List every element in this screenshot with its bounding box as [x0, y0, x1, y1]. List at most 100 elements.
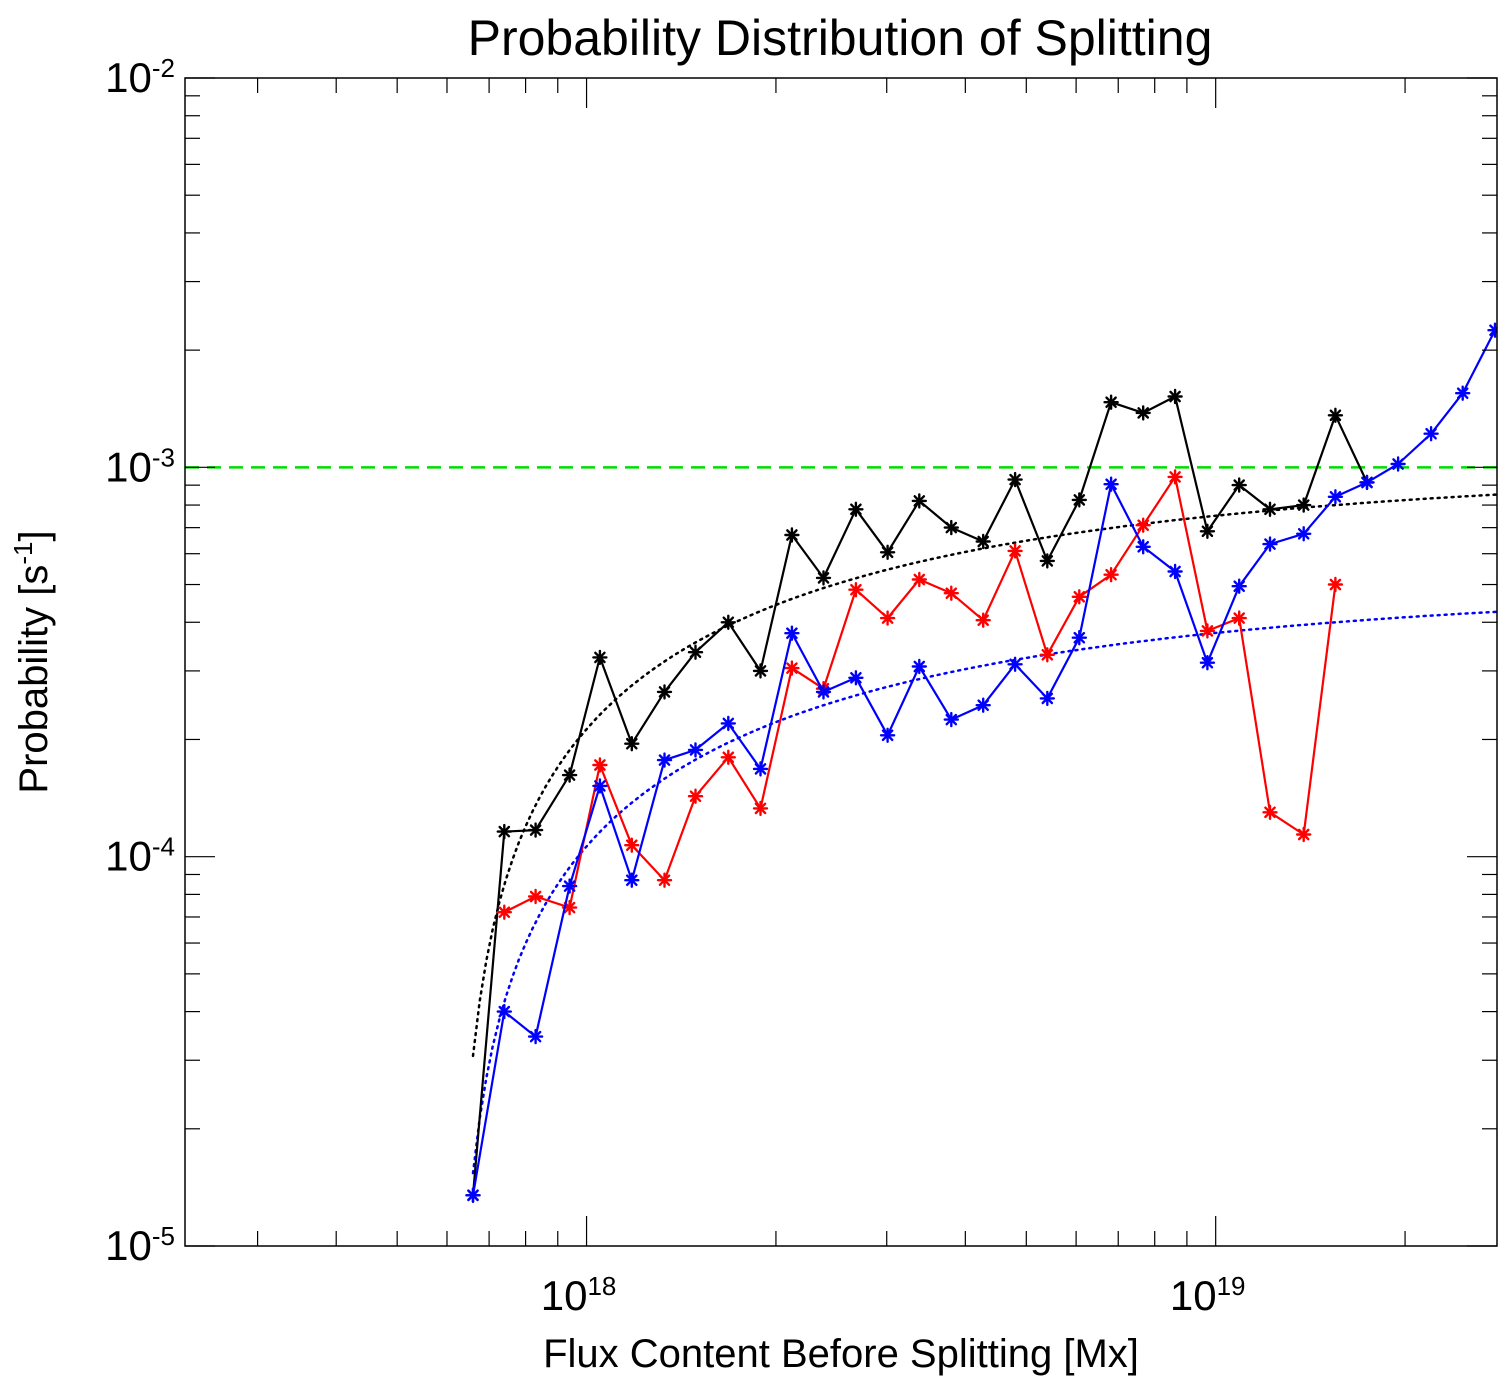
y-axis-label-superscript: -1 — [8, 542, 38, 565]
series-black — [465, 388, 1375, 1204]
axes: 1018 1019 10-2 10-3 10-4 10-5 — [105, 53, 1497, 1319]
series-red-point — [496, 904, 512, 920]
series-blue-point — [720, 715, 736, 732]
y-axis-label-base: Probability [s — [12, 565, 56, 794]
series-blue-point — [752, 761, 769, 777]
y-tick-label: 10-4 — [105, 832, 175, 880]
series-blue-point — [1423, 426, 1439, 442]
x-axis-label: Flux Content Before Splitting [Mx] — [543, 1332, 1139, 1376]
series-red-point — [784, 660, 800, 676]
series-blue-point — [911, 658, 927, 675]
series-black-point — [1327, 407, 1344, 423]
series-red-point — [1039, 647, 1056, 663]
series-black-point — [561, 767, 578, 783]
series-blue-point — [1295, 526, 1312, 542]
x-tick-label: 1019 — [1170, 1271, 1246, 1319]
series-red-point — [687, 788, 704, 804]
black-fit-curve — [471, 493, 1497, 1058]
series-blue-point — [815, 684, 832, 700]
series-blue-point — [975, 697, 991, 713]
series-black-point — [1295, 497, 1312, 513]
series-blue-point — [465, 1187, 481, 1204]
series-blue-point — [1071, 630, 1088, 646]
series-blue-point — [879, 727, 896, 743]
series-blue-point — [1454, 385, 1471, 401]
y-axis-label: Probability [s-1] — [8, 530, 56, 793]
series-black-point — [687, 644, 704, 660]
series-black-point — [527, 822, 544, 838]
chart-title: Probability Distribution of Splitting — [468, 10, 1213, 66]
y-tick-label: 10-5 — [105, 1221, 175, 1269]
series-red-point — [752, 800, 769, 817]
series-blue-point — [1487, 322, 1497, 338]
series-black-point — [975, 533, 991, 550]
series-blue-point — [561, 878, 578, 894]
series-black-point — [592, 649, 608, 666]
series-blue-point — [687, 742, 704, 758]
series-black-point — [720, 614, 736, 630]
series-black-point — [815, 570, 832, 586]
series-black-point — [1231, 477, 1247, 493]
series-red-point — [1327, 576, 1344, 593]
series-black-point — [656, 684, 673, 700]
series-black-point — [784, 527, 800, 543]
y-tick-label: 10-2 — [105, 53, 175, 101]
series-blue — [465, 322, 1497, 1204]
series-red-point — [1199, 623, 1216, 639]
series-red-point — [911, 571, 927, 588]
series-red-point — [975, 612, 991, 628]
series-blue-point — [496, 1003, 512, 1020]
series-blue-point — [848, 670, 864, 686]
series-black-point — [1007, 471, 1023, 488]
series-red-point — [592, 757, 608, 773]
series-red-point — [1071, 589, 1088, 605]
series-red-point — [1167, 469, 1183, 485]
series-black-point — [879, 544, 896, 560]
x-tick-label: 1018 — [541, 1271, 617, 1319]
series-blue-point — [624, 872, 640, 888]
series-black-point — [1103, 394, 1119, 410]
y-axis-label-suffix: ] — [12, 530, 56, 541]
y-tick-label: 10-3 — [105, 442, 175, 490]
series-red-point — [656, 872, 673, 888]
series-blue-point — [1007, 656, 1023, 672]
series-black-point — [848, 501, 864, 517]
series-blue-point — [1390, 456, 1406, 472]
series-black-point — [752, 663, 769, 679]
series-blue-point — [527, 1028, 544, 1045]
series-blue-point — [1167, 563, 1183, 580]
series-blue-point — [592, 778, 608, 794]
series-blue-point — [656, 752, 673, 768]
fit-curves — [471, 493, 1497, 1175]
series-black-point — [624, 736, 640, 752]
series-black-point — [943, 519, 959, 536]
series-red-point — [1262, 804, 1278, 820]
series-blue-point — [1327, 489, 1344, 505]
series-blue-line — [471, 326, 1497, 1196]
series-black-point — [1039, 553, 1056, 569]
series-red-point — [848, 582, 864, 598]
series-black-point — [1071, 492, 1088, 508]
series-blue-point — [1039, 690, 1056, 707]
series-red-point — [624, 837, 640, 853]
series-black-point — [911, 493, 927, 509]
series-red-point — [1007, 543, 1023, 559]
series-blue-point — [1231, 578, 1247, 594]
series-blue-point — [1135, 539, 1151, 555]
series-black-point — [1135, 405, 1151, 421]
series-red-point — [879, 610, 896, 626]
series-red-point — [943, 585, 959, 601]
series-red-point — [1135, 517, 1151, 533]
series-black-point — [1262, 501, 1278, 517]
series-blue-point — [1199, 655, 1216, 671]
series-blue-point — [1359, 474, 1375, 491]
series-black-point — [1167, 388, 1183, 405]
series-red-point — [1295, 826, 1312, 843]
series-red-point — [720, 749, 736, 765]
data-series — [465, 322, 1497, 1204]
series-blue-point — [784, 625, 800, 641]
series-blue-point — [1103, 476, 1119, 492]
blue-fit-curve — [471, 610, 1497, 1175]
series-black-point — [1199, 523, 1216, 539]
